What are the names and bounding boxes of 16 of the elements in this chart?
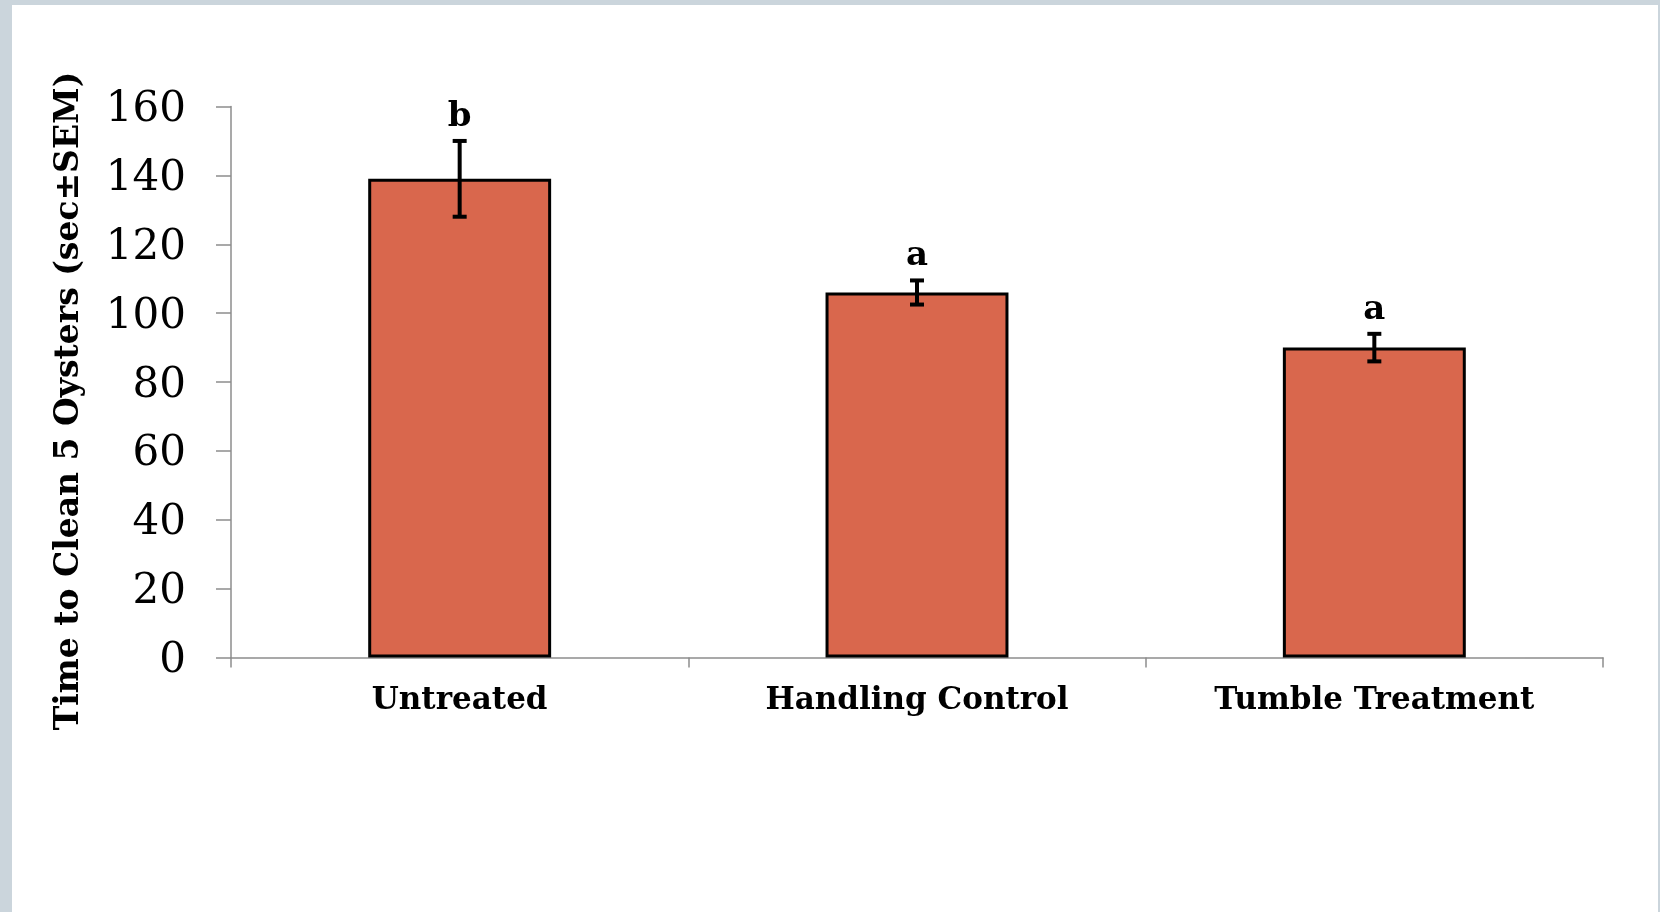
y-tick-label: 160 [105, 82, 186, 131]
annotation: b [447, 93, 472, 134]
x-tick-label: Untreated [371, 680, 548, 717]
x-tick-label: Tumble Treatment [1214, 680, 1536, 717]
y-tick-label: 60 [132, 426, 186, 476]
x-tick-label: Handling Control [765, 680, 1069, 717]
y-tick-label: 40 [132, 495, 186, 545]
y-axis-title: Time to Clean 5 Oysters (sec±SEM) [47, 71, 86, 731]
y-tick-label: 100 [105, 288, 186, 338]
y-tick-label: 80 [132, 357, 186, 407]
annotation: a [1363, 286, 1386, 327]
y-tick-label: 120 [105, 219, 186, 269]
annotation: a [905, 233, 929, 274]
y-tick-label: 20 [132, 564, 186, 614]
y-tick-label: 0 [159, 633, 186, 683]
y-tick-label: 140 [105, 150, 186, 200]
